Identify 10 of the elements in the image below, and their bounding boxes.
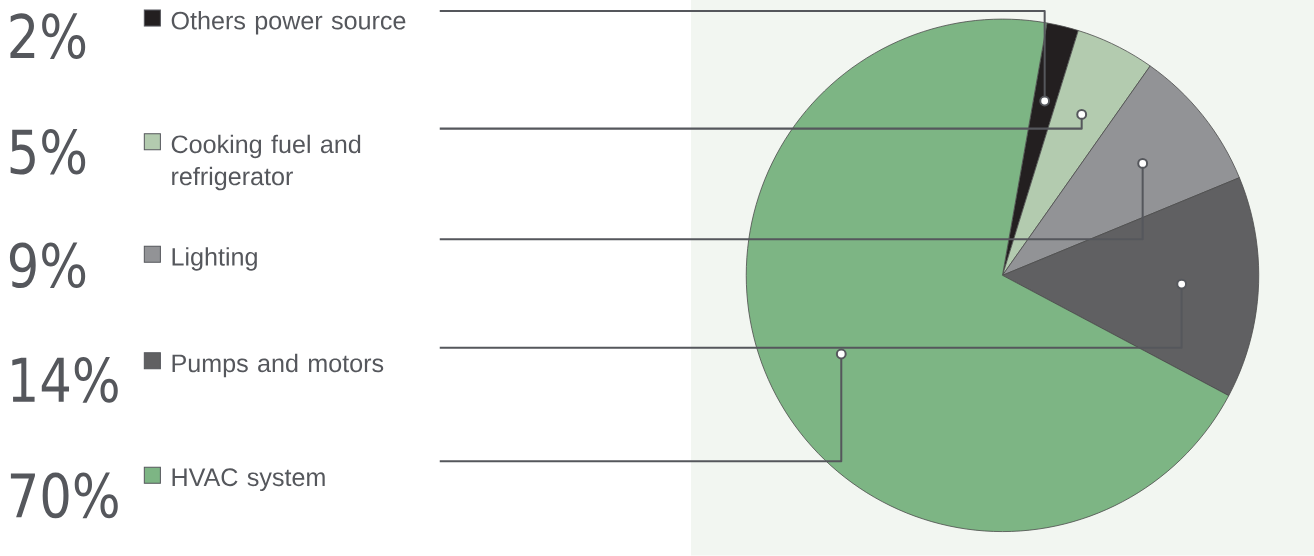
data-label: 9% [9,242,86,289]
legend-label: Lighting [172,247,257,271]
legend-label: HVAC system [172,468,325,492]
legend-label: Cooking fuel and refrigerator [171,134,361,191]
data-label: 5% [10,129,86,175]
data-label: 70% [10,472,118,519]
legend-label: Others power source [171,11,406,35]
data-label: 14% [12,357,118,403]
legend-label: Pumps and motors [172,353,384,378]
data-label: 2% [10,13,86,60]
